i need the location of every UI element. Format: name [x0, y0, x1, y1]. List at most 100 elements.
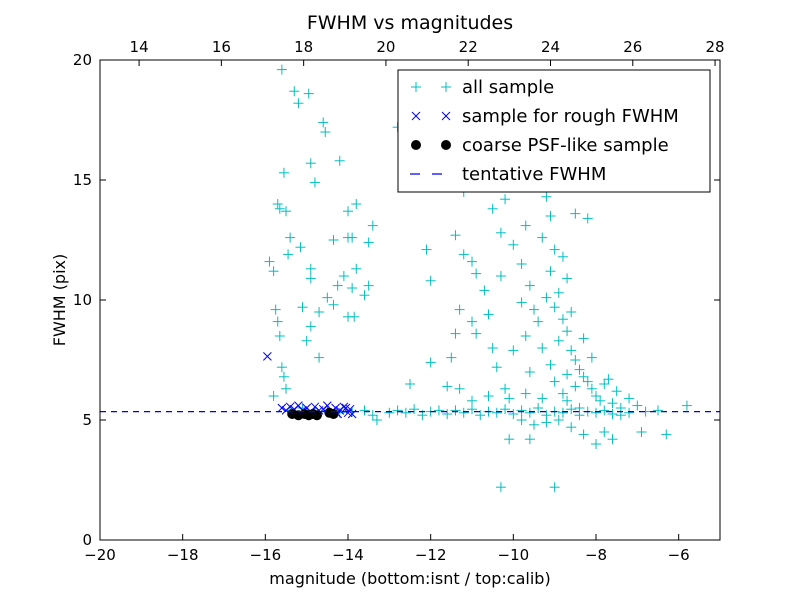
chart-title: FWHM vs magnitudes [307, 12, 513, 34]
all-sample-point [553, 287, 564, 298]
all-sample-point [553, 415, 564, 425]
all-sample-point [278, 167, 289, 178]
all-sample-point [582, 376, 593, 387]
all-sample-point [483, 309, 494, 320]
all-sample-point [500, 383, 511, 394]
x-b [322, 401, 332, 410]
all-sample-point [479, 285, 490, 296]
all-sample-point [591, 439, 601, 449]
all-sample-point [599, 379, 610, 389]
all-sample-point [425, 275, 436, 286]
all-sample-point [458, 249, 469, 260]
all-sample-point [475, 410, 486, 421]
all-sample-point [421, 244, 432, 255]
all-sample-point [557, 388, 568, 399]
top-tick-label: 28 [706, 38, 725, 56]
all-sample-point [562, 369, 573, 380]
all-sample-point [495, 271, 506, 281]
all-sample-point [349, 311, 360, 322]
all-sample-point [607, 409, 618, 419]
all-sample-point [347, 232, 358, 243]
all-sample-point [562, 326, 573, 337]
all-sample-point [409, 404, 420, 415]
top-tick-label: 22 [459, 38, 478, 56]
all-sample-point [442, 381, 453, 392]
all-sample-point [272, 316, 283, 327]
all-sample-point [487, 343, 498, 353]
all-sample-point [454, 383, 465, 394]
all-sample-point [537, 232, 548, 243]
all-sample-point [508, 409, 519, 419]
all-sample-point [562, 395, 573, 406]
x-tick-label: −8 [585, 546, 607, 564]
all-sample-point [578, 333, 589, 344]
all-sample-point [363, 237, 374, 248]
psf-like-point [312, 410, 322, 421]
all-sample-point [433, 405, 444, 416]
all-sample-point [603, 374, 614, 385]
legend-label: coarse PSF-like sample [462, 135, 669, 156]
all-sample-point [545, 211, 556, 221]
all-sample-point [467, 316, 477, 327]
all-sample-point [508, 345, 519, 356]
all-sample-point [293, 98, 304, 109]
all-sample-point [520, 220, 531, 231]
all-sample-point [487, 203, 498, 214]
all-sample-point [520, 388, 531, 399]
all-sample-point [338, 271, 349, 281]
all-sample-point [524, 280, 535, 291]
all-sample-point [557, 314, 568, 325]
all-sample-point [541, 410, 552, 421]
all-sample-point [425, 357, 436, 368]
all-sample-point [278, 371, 289, 382]
y-tick-label: 15 [73, 171, 92, 189]
all-sample-point [566, 345, 577, 356]
x-b [263, 352, 272, 361]
all-sample-point [516, 259, 527, 269]
top-tick-label: 20 [376, 38, 395, 56]
all-sample-point [467, 256, 477, 267]
x-tick-label: −14 [332, 546, 364, 564]
all-sample-point [367, 220, 378, 231]
all-sample-point [549, 302, 560, 313]
all-sample-point [495, 482, 506, 493]
all-sample-point [274, 203, 285, 214]
all-sample-point [281, 383, 291, 394]
all-sample-point [483, 391, 494, 401]
top-tick-label: 24 [541, 38, 560, 56]
all-sample-point [270, 304, 281, 315]
x-tick-label: −20 [84, 546, 116, 564]
x-b [441, 111, 451, 121]
all-sample-point [467, 404, 477, 415]
x-axis-label: magnitude (bottom:isnt / top:calib) [269, 569, 550, 588]
all-sample-point [314, 352, 325, 363]
all-sample-point [274, 331, 285, 341]
legend-dot-icon [411, 140, 421, 150]
all-sample-point [681, 400, 692, 411]
all-sample-point [504, 434, 515, 445]
all-sample-point [347, 283, 358, 293]
y-tick-label: 10 [73, 291, 92, 309]
legend-plus-icon [411, 82, 421, 92]
all-sample-point [371, 415, 382, 425]
x-b [294, 401, 303, 410]
x-tick-label: −18 [167, 546, 199, 564]
all-sample-point [586, 383, 597, 394]
all-sample-point [359, 405, 370, 416]
rough-fwhm-point [263, 352, 272, 361]
all-sample-point [529, 419, 539, 430]
all-sample-point [367, 410, 378, 421]
all-sample-point [599, 405, 610, 416]
all-sample-point [351, 199, 362, 209]
all-sample-point [281, 206, 291, 217]
all-sample-point [305, 263, 316, 274]
all-sample-point [533, 403, 544, 413]
all-sample-point [545, 359, 556, 370]
all-sample-point [384, 407, 395, 418]
x-tick-label: −12 [415, 546, 447, 564]
psf-like-point [328, 409, 339, 419]
all-sample-point [661, 429, 672, 440]
y-axis-label: FWHM (pix) [50, 254, 69, 347]
all-sample-point [524, 434, 535, 445]
